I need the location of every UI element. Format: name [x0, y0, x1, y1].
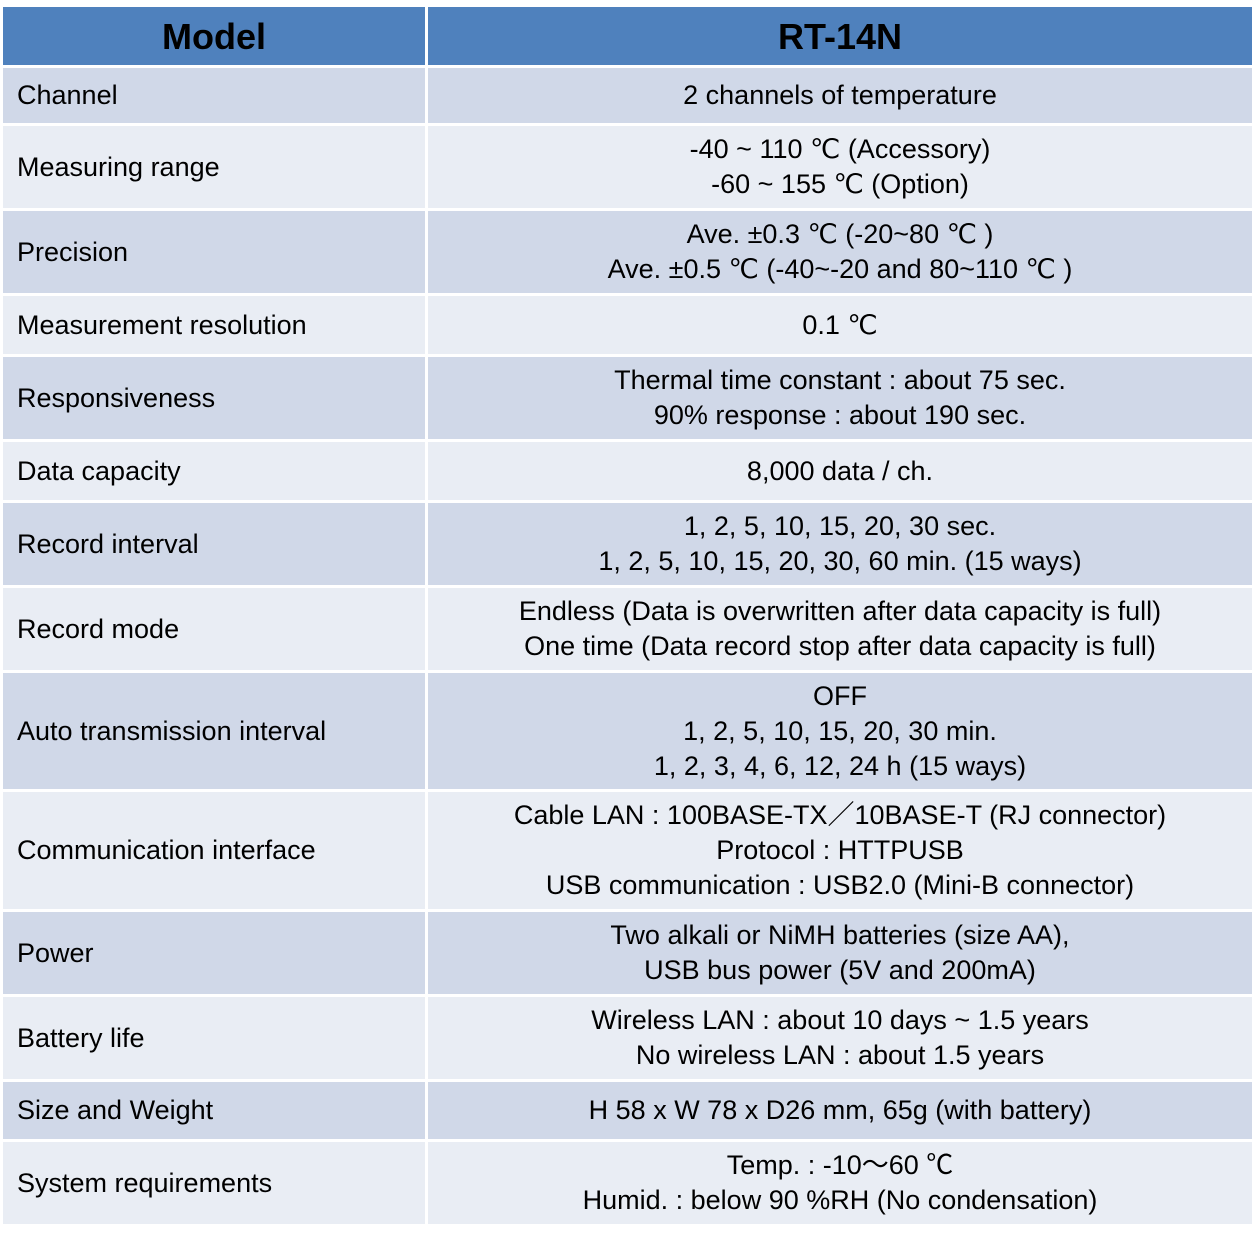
- value-line: No wireless LAN : about 1.5 years: [635, 1040, 1045, 1070]
- row-value: Two alkali or NiMH batteries (size AA), …: [425, 909, 1253, 997]
- table-row: Data capacity 8,000 data / ch.: [0, 439, 1253, 503]
- row-label: Measurement resolution: [0, 293, 428, 357]
- value-line: Ave. ±0.5 ℃ (-40~-20 and 80~110 ℃ ): [607, 254, 1073, 284]
- row-label: Responsiveness: [0, 354, 428, 442]
- row-label: Power: [0, 909, 428, 997]
- row-value: 0.1 ℃: [425, 293, 1253, 357]
- value-line: USB communication : USB2.0 (Mini-B conne…: [545, 870, 1135, 900]
- row-value: 8,000 data / ch.: [425, 439, 1253, 503]
- row-label: System requirements: [0, 1139, 428, 1227]
- table-row: Measurement resolution 0.1 ℃: [0, 293, 1253, 357]
- row-label: Record mode: [0, 585, 428, 673]
- model-header: Model: [0, 4, 428, 68]
- value-line: H 58 x W 78 x D26 mm, 65g (with battery): [588, 1095, 1092, 1125]
- value-line: Two alkali or NiMH batteries (size AA),: [610, 920, 1070, 950]
- table-row: Battery life Wireless LAN : about 10 day…: [0, 994, 1253, 1082]
- value-line: 8,000 data / ch.: [746, 455, 934, 486]
- row-value: Temp. : -10～60 ℃ Humid. : below 90 %RH (…: [425, 1139, 1253, 1227]
- value-line: Protocol : HTTPUSB: [716, 835, 964, 865]
- row-label: Size and Weight: [0, 1079, 428, 1142]
- table-row: Power Two alkali or NiMH batteries (size…: [0, 909, 1253, 997]
- value-line: Endless (Data is overwritten after data …: [518, 596, 1162, 626]
- table-row: Size and Weight H 58 x W 78 x D26 mm, 65…: [0, 1079, 1253, 1142]
- table-row: Record interval 1, 2, 5, 10, 15, 20, 30 …: [0, 500, 1253, 588]
- value-line: 1, 2, 5, 10, 15, 20, 30 min.: [683, 715, 997, 746]
- header-row: Model RT-14N: [0, 4, 1253, 68]
- row-value: Thermal time constant : about 75 sec. 90…: [425, 354, 1253, 442]
- table-row: Precision Ave. ±0.3 ℃ (-20~80 ℃ ) Ave. ±…: [0, 208, 1253, 296]
- table-row: Channel 2 channels of temperature: [0, 65, 1253, 126]
- row-value: 2 channels of temperature: [425, 65, 1253, 126]
- row-label: Communication interface: [0, 789, 428, 912]
- value-line: Humid. : below 90 %RH (No condensation): [582, 1185, 1098, 1215]
- value-line: 1, 2, 5, 10, 15, 20, 30 sec.: [683, 511, 997, 541]
- row-value: H 58 x W 78 x D26 mm, 65g (with battery): [425, 1079, 1253, 1142]
- row-value: OFF 1, 2, 5, 10, 15, 20, 30 min. 1, 2, 3…: [425, 670, 1253, 792]
- row-value: 1, 2, 5, 10, 15, 20, 30 sec. 1, 2, 5, 10…: [425, 500, 1253, 588]
- row-value: Wireless LAN : about 10 days ~ 1.5 years…: [425, 994, 1253, 1082]
- value-line: 90% response : about 190 sec.: [653, 400, 1027, 430]
- value-line: 1, 2, 3, 4, 6, 12, 24 h (15 ways): [653, 750, 1027, 781]
- value-line: 1, 2, 5, 10, 15, 20, 30, 60 min. (15 way…: [598, 546, 1082, 576]
- row-label: Precision: [0, 208, 428, 296]
- value-line: One time (Data record stop after data ca…: [524, 631, 1156, 661]
- value-line: 0.1 ℃: [802, 309, 878, 340]
- table-row: Record mode Endless (Data is overwritten…: [0, 585, 1253, 673]
- table-row: Responsiveness Thermal time constant : a…: [0, 354, 1253, 442]
- row-value: Ave. ±0.3 ℃ (-20~80 ℃ ) Ave. ±0.5 ℃ (-40…: [425, 208, 1253, 296]
- row-label: Data capacity: [0, 439, 428, 503]
- value-line: USB bus power (5V and 200mA): [644, 955, 1036, 985]
- value-line: OFF: [813, 680, 867, 711]
- row-value: Endless (Data is overwritten after data …: [425, 585, 1253, 673]
- model-name-header: RT-14N: [425, 4, 1253, 68]
- spec-table: Model RT-14N Channel 2 channels of tempe…: [0, 4, 1253, 1227]
- row-label: Battery life: [0, 994, 428, 1082]
- table-row: Auto transmission interval OFF 1, 2, 5, …: [0, 670, 1253, 792]
- row-label: Channel: [0, 65, 428, 126]
- row-value: -40 ~ 110 ℃ (Accessory) -60 ~ 155 ℃ (Opt…: [425, 123, 1253, 211]
- table-row: Measuring range -40 ~ 110 ℃ (Accessory) …: [0, 123, 1253, 211]
- value-line: -40 ~ 110 ℃ (Accessory): [689, 134, 991, 164]
- table-row: Communication interface Cable LAN : 100B…: [0, 789, 1253, 912]
- value-line: Temp. : -10～60 ℃: [726, 1150, 954, 1180]
- row-label: Auto transmission interval: [0, 670, 428, 792]
- value-line: Cable LAN : 100BASE-TX／10BASE-T (RJ conn…: [513, 800, 1167, 830]
- value-line: Ave. ±0.3 ℃ (-20~80 ℃ ): [686, 219, 994, 249]
- row-label: Measuring range: [0, 123, 428, 211]
- value-line: Thermal time constant : about 75 sec.: [614, 365, 1066, 395]
- row-label: Record interval: [0, 500, 428, 588]
- value-line: Wireless LAN : about 10 days ~ 1.5 years: [591, 1005, 1089, 1035]
- value-line: 2 channels of temperature: [683, 80, 997, 110]
- table-row: System requirements Temp. : -10～60 ℃ Hum…: [0, 1139, 1253, 1227]
- row-value: Cable LAN : 100BASE-TX／10BASE-T (RJ conn…: [425, 789, 1253, 912]
- value-line: -60 ~ 155 ℃ (Option): [711, 169, 969, 199]
